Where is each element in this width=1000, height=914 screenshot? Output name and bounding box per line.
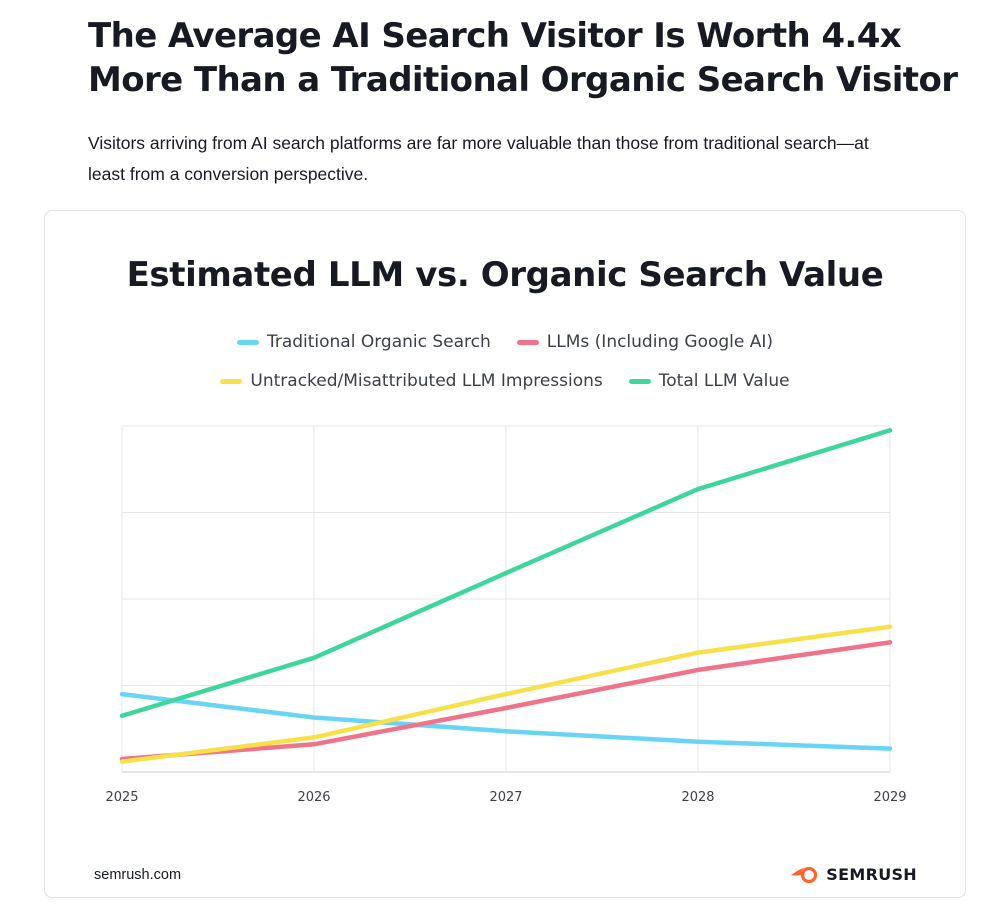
x-tick-label: 2025 [105,790,138,805]
x-tick-label: 2029 [873,790,906,805]
article-intro: Visitors arriving from AI search platfor… [88,128,938,190]
legend-swatch-untracked [220,378,243,384]
chart-card: Estimated LLM vs. Organic Search Value T… [44,210,966,898]
headline-line-2: More Than a Traditional Organic Search V… [88,60,958,100]
semrush-fire-icon [791,866,818,883]
legend-label-total: Total LLM Value [658,371,790,391]
legend-item-llms: LLMs (Including Google AI) [516,332,774,352]
legend-label-organic: Traditional Organic Search [266,332,491,352]
legend-label-untracked: Untracked/Misattributed LLM Impressions [250,371,603,391]
article-headline: The Average AI Search Visitor Is Worth 4… [88,14,968,102]
legend-item-total: Total LLM Value [628,371,790,391]
intro-line-2: least from a conversion perspective. [88,164,369,184]
series-line-1 [119,640,893,762]
legend-item-organic: Traditional Organic Search [236,332,491,352]
brand-logo: SEMRUSH [790,865,917,884]
chart-title: Estimated LLM vs. Organic Search Value [126,255,884,295]
series-line-3 [119,428,893,719]
series-line-2 [119,624,893,764]
legend-swatch-organic [236,339,259,345]
series-line-0 [119,691,893,751]
source-label: semrush.com [94,867,182,883]
legend-row-2: Untracked/Misattributed LLM Impressions … [45,371,965,391]
line-chart: 2025 2026 2027 2028 2029 [105,425,907,805]
legend-swatch-total [628,378,651,384]
headline-line-1: The Average AI Search Visitor Is Worth 4… [88,16,902,56]
legend-swatch-llms [516,339,539,345]
legend-label-llms: LLMs (Including Google AI) [546,332,774,352]
brand-name: SEMRUSH [826,865,917,884]
x-tick-label: 2026 [297,790,330,805]
legend-item-untracked: Untracked/Misattributed LLM Impressions [220,371,603,391]
x-tick-label: 2028 [681,790,714,805]
x-tick-label: 2027 [489,790,522,805]
legend-row-1: Traditional Organic Search LLMs (Includi… [45,332,965,352]
intro-line-1: Visitors arriving from AI search platfor… [88,133,869,153]
